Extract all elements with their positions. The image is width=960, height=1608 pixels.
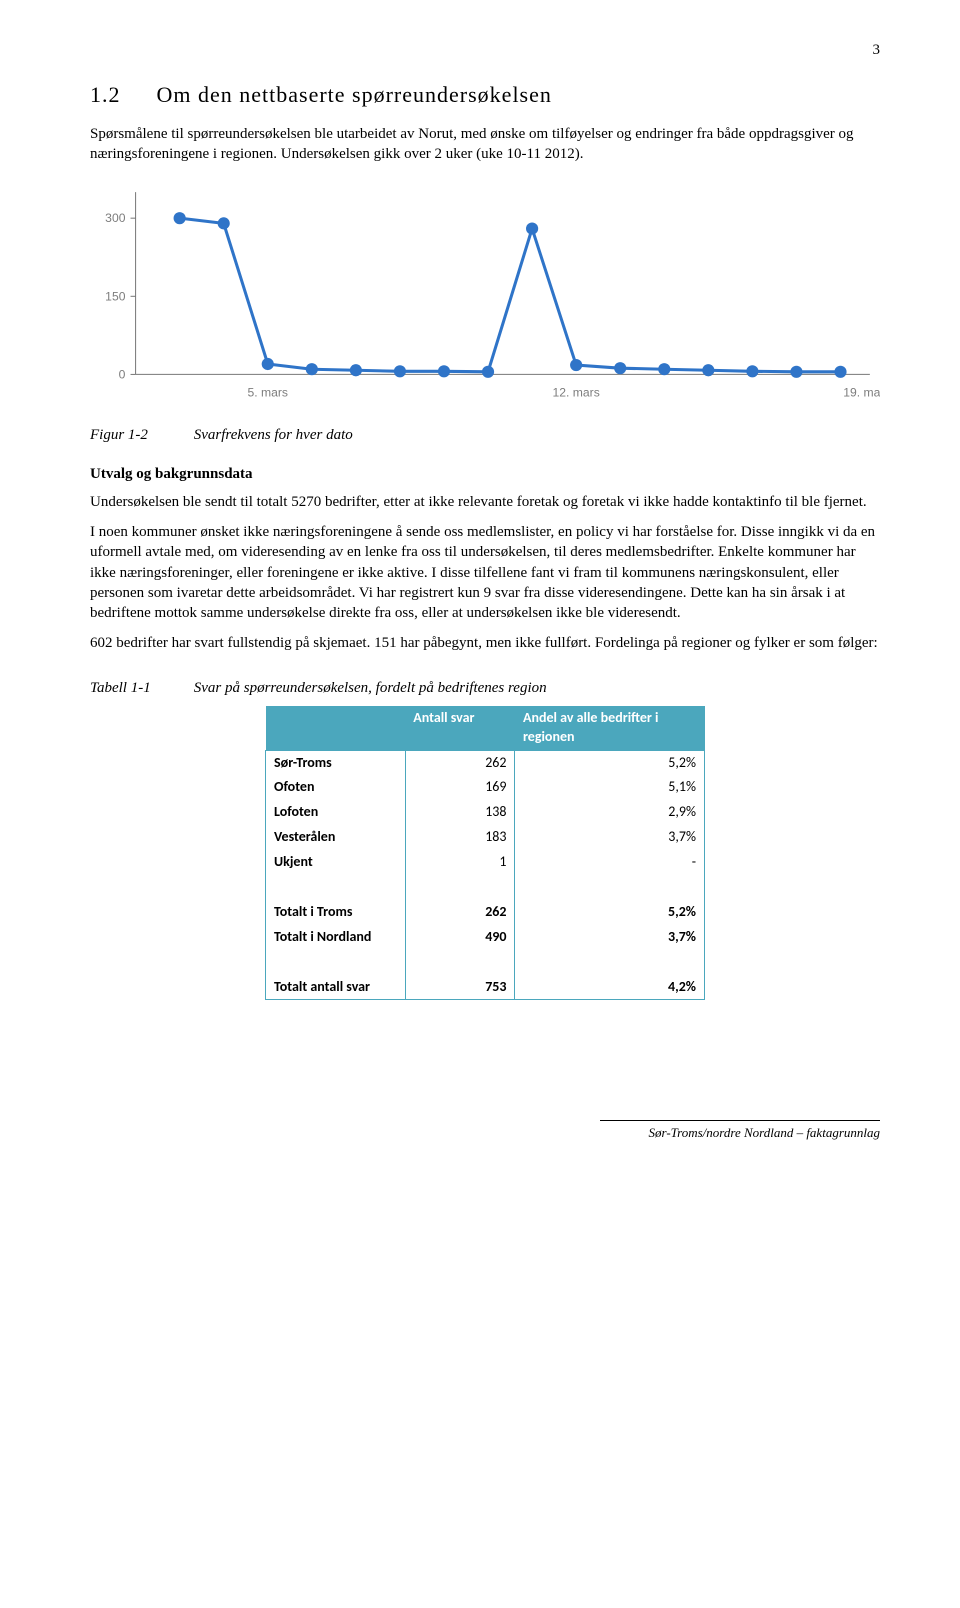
table-label: Tabell 1-1 [90, 678, 190, 698]
table-spacer [266, 875, 705, 900]
cell-count: 490 [405, 925, 515, 950]
table-row: Lofoten1382,9% [266, 800, 705, 825]
svg-text:12. mars: 12. mars [553, 386, 600, 400]
cell-share: 5,1% [515, 775, 705, 800]
table-caption-text: Svar på spørreundersøkelsen, fordelt på … [194, 680, 547, 696]
cell-share: 4,2% [515, 975, 705, 1000]
paragraph-sample: Undersøkelsen ble sendt til totalt 5270 … [90, 492, 880, 512]
col-region [266, 706, 406, 750]
heading-title: Om den nettbaserte spørreundersøkelsen [157, 82, 552, 107]
cell-count: 138 [405, 800, 515, 825]
response-frequency-chart: 0 150 300 5. mars 12. mars 19. mars [90, 182, 880, 405]
table-row: Vesterålen1833,7% [266, 825, 705, 850]
figure-text: Svarfrekvens for hver dato [194, 427, 353, 443]
cell-count: 262 [405, 750, 515, 775]
cell-count: 1 [405, 850, 515, 875]
table-row: Ukjent1- [266, 850, 705, 875]
cell-name: Ukjent [266, 850, 406, 875]
table-row: Totalt i Troms2625,2% [266, 900, 705, 925]
cell-name: Sør-Troms [266, 750, 406, 775]
cell-name: Ofoten [266, 775, 406, 800]
svg-text:5. mars: 5. mars [248, 386, 288, 400]
cell-share: 2,9% [515, 800, 705, 825]
page-footer: Sør-Troms/nordre Nordland – faktagrunnla… [600, 1120, 880, 1142]
subsection-heading: Utvalg og bakgrunnsdata [90, 464, 880, 484]
cell-count: 262 [405, 900, 515, 925]
col-share: Andel av alle bedrifter i regionen [515, 706, 705, 750]
table-row: Totalt i Nordland4903,7% [266, 925, 705, 950]
cell-count: 753 [405, 975, 515, 1000]
heading-number: 1.2 [90, 80, 150, 110]
figure-caption: Figur 1-2 Svarfrekvens for hver dato [90, 425, 880, 445]
table-spacer [266, 950, 705, 975]
paragraph-intro: Spørsmålene til spørreundersøkelsen ble … [90, 124, 880, 165]
region-response-table: Antall svar Andel av alle bedrifter i re… [265, 706, 705, 1001]
figure-label: Figur 1-2 [90, 425, 190, 445]
cell-share: 5,2% [515, 750, 705, 775]
svg-text:150: 150 [105, 290, 126, 304]
cell-name: Totalt i Nordland [266, 925, 406, 950]
cell-share: - [515, 850, 705, 875]
cell-share: 3,7% [515, 925, 705, 950]
page-number: 3 [90, 40, 880, 60]
line-chart-svg: 0 150 300 5. mars 12. mars 19. mars [90, 182, 880, 405]
cell-name: Totalt i Troms [266, 900, 406, 925]
paragraph-results: 602 bedrifter har svart fullstendig på s… [90, 633, 880, 653]
cell-share: 5,2% [515, 900, 705, 925]
table-row: Sør-Troms2625,2% [266, 750, 705, 775]
svg-text:19. mars: 19. mars [843, 386, 880, 400]
table-row: Totalt antall svar7534,2% [266, 975, 705, 1000]
section-heading: 1.2 Om den nettbaserte spørreundersøkels… [90, 80, 880, 110]
col-count: Antall svar [405, 706, 515, 750]
cell-share: 3,7% [515, 825, 705, 850]
table-row: Ofoten1695,1% [266, 775, 705, 800]
paragraph-policy: I noen kommuner ønsket ikke næringsforen… [90, 522, 880, 623]
svg-text:300: 300 [105, 212, 126, 226]
cell-name: Lofoten [266, 800, 406, 825]
cell-name: Totalt antall svar [266, 975, 406, 1000]
cell-count: 183 [405, 825, 515, 850]
svg-text:0: 0 [119, 368, 126, 382]
cell-name: Vesterålen [266, 825, 406, 850]
table-header-row: Antall svar Andel av alle bedrifter i re… [266, 706, 705, 750]
table-caption: Tabell 1-1 Svar på spørreundersøkelsen, … [90, 678, 880, 698]
cell-count: 169 [405, 775, 515, 800]
